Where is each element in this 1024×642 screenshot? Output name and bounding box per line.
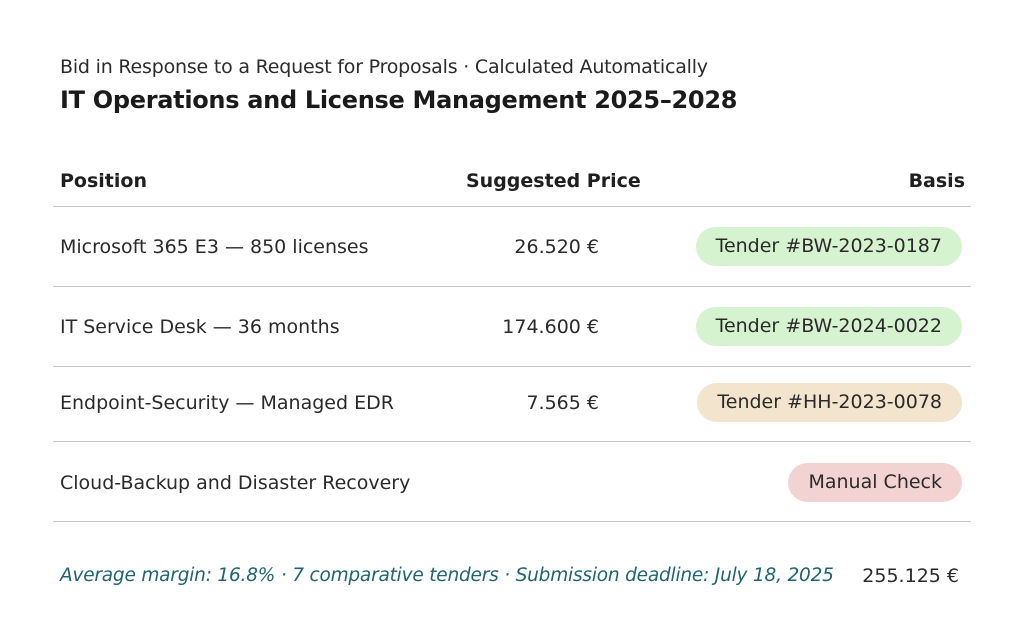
row-position: Cloud-Backup and Disaster Recovery [60, 472, 411, 494]
basis-badge[interactable]: Tender #HH-2023-0078 [697, 383, 962, 422]
document-title: IT Operations and License Management 202… [60, 86, 738, 114]
document-subtitle: Bid in Response to a Request for Proposa… [60, 56, 708, 78]
column-header-price: Suggested Price [466, 170, 641, 192]
header-divider [53, 206, 971, 207]
row-price: 174.600 € [502, 316, 599, 338]
basis-badge[interactable]: Tender #BW-2024-0022 [695, 307, 962, 346]
row-divider [53, 366, 971, 367]
table-bottom-divider [53, 521, 971, 522]
row-divider [53, 286, 971, 287]
row-position: IT Service Desk — 36 months [60, 316, 340, 338]
total-price: 255.125 € [862, 565, 959, 587]
summary-note: Average margin: 16.8% · 7 comparative te… [60, 565, 834, 586]
row-divider [53, 441, 971, 442]
row-position: Endpoint-Security — Managed EDR [60, 392, 394, 414]
column-header-position: Position [60, 170, 147, 192]
basis-badge[interactable]: Manual Check [788, 463, 962, 502]
row-price: 7.565 € [526, 392, 599, 414]
column-header-basis: Basis [908, 170, 965, 192]
row-price: 26.520 € [514, 236, 599, 258]
basis-badge[interactable]: Tender #BW-2023-0187 [695, 227, 962, 266]
row-position: Microsoft 365 E3 — 850 licenses [60, 236, 369, 258]
